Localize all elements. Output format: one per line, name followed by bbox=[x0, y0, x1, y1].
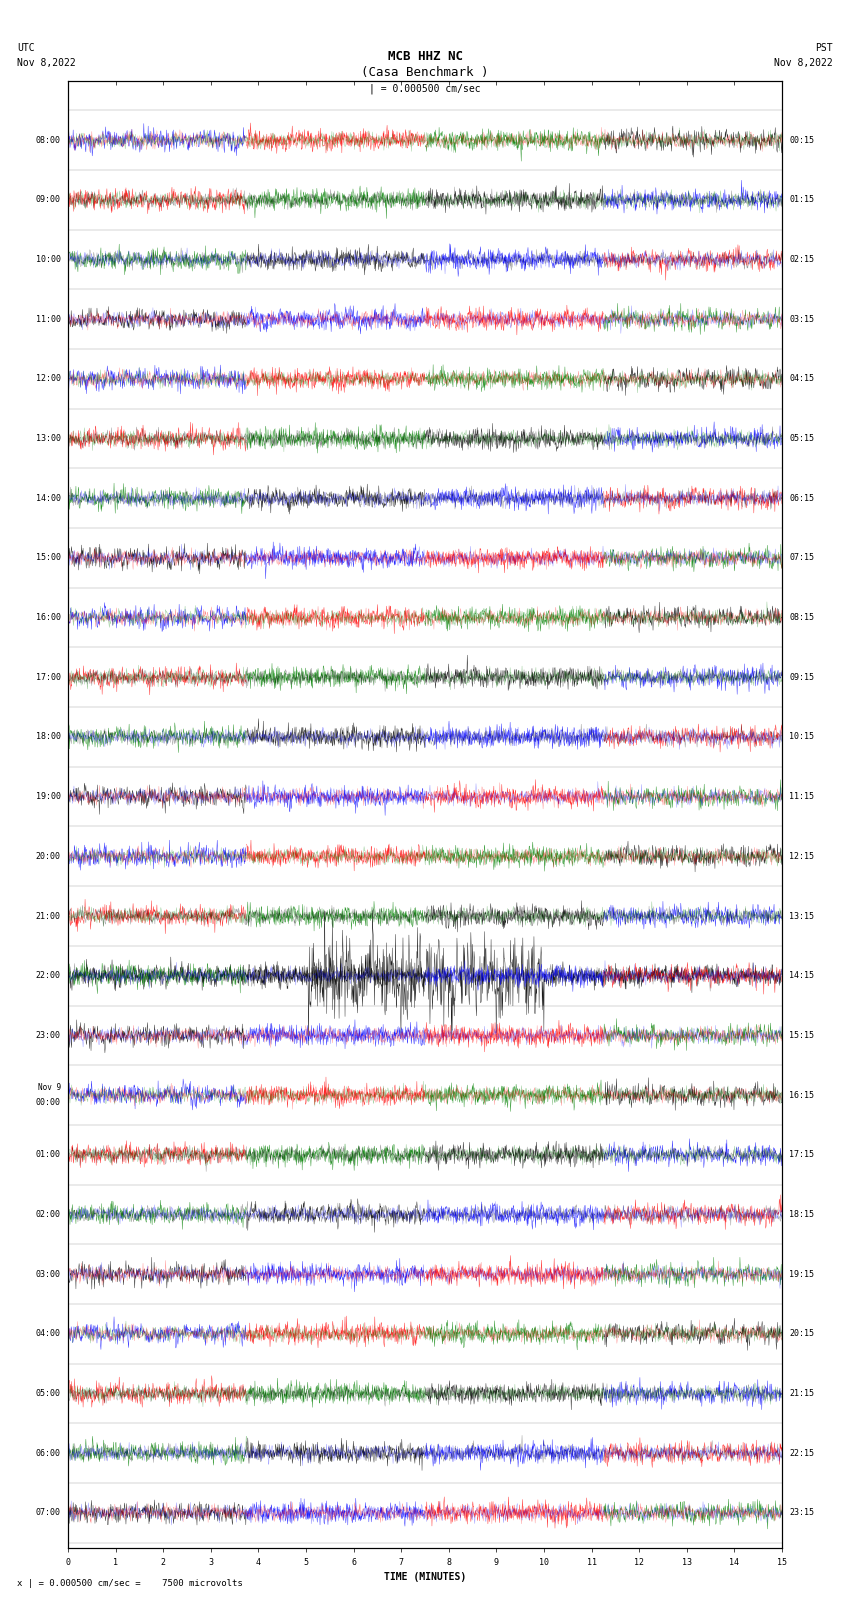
Text: 10:00: 10:00 bbox=[36, 255, 61, 265]
Text: 01:00: 01:00 bbox=[36, 1150, 61, 1160]
Text: 16:00: 16:00 bbox=[36, 613, 61, 623]
Text: 12:00: 12:00 bbox=[36, 374, 61, 384]
Text: 23:00: 23:00 bbox=[36, 1031, 61, 1040]
Text: 14:15: 14:15 bbox=[789, 971, 814, 981]
Text: 06:00: 06:00 bbox=[36, 1448, 61, 1458]
Text: 09:00: 09:00 bbox=[36, 195, 61, 205]
Text: 04:15: 04:15 bbox=[789, 374, 814, 384]
Text: 21:15: 21:15 bbox=[789, 1389, 814, 1398]
Text: 17:15: 17:15 bbox=[789, 1150, 814, 1160]
X-axis label: TIME (MINUTES): TIME (MINUTES) bbox=[384, 1573, 466, 1582]
Text: 19:15: 19:15 bbox=[789, 1269, 814, 1279]
Text: 09:15: 09:15 bbox=[789, 673, 814, 682]
Text: 08:00: 08:00 bbox=[36, 135, 61, 145]
Text: Nov 8,2022: Nov 8,2022 bbox=[774, 58, 833, 68]
Text: 22:15: 22:15 bbox=[789, 1448, 814, 1458]
Text: 20:15: 20:15 bbox=[789, 1329, 814, 1339]
Text: 05:15: 05:15 bbox=[789, 434, 814, 444]
Text: 15:00: 15:00 bbox=[36, 553, 61, 563]
Text: (Casa Benchmark ): (Casa Benchmark ) bbox=[361, 66, 489, 79]
Text: 13:00: 13:00 bbox=[36, 434, 61, 444]
Text: 18:00: 18:00 bbox=[36, 732, 61, 742]
Text: 17:00: 17:00 bbox=[36, 673, 61, 682]
Text: 04:00: 04:00 bbox=[36, 1329, 61, 1339]
Text: Nov 9: Nov 9 bbox=[37, 1082, 61, 1092]
Text: 16:15: 16:15 bbox=[789, 1090, 814, 1100]
Text: 18:15: 18:15 bbox=[789, 1210, 814, 1219]
Text: 11:15: 11:15 bbox=[789, 792, 814, 802]
Text: 12:15: 12:15 bbox=[789, 852, 814, 861]
Text: 07:15: 07:15 bbox=[789, 553, 814, 563]
Text: | = 0.000500 cm/sec: | = 0.000500 cm/sec bbox=[369, 84, 481, 94]
Text: 19:00: 19:00 bbox=[36, 792, 61, 802]
Text: 21:00: 21:00 bbox=[36, 911, 61, 921]
Text: 23:15: 23:15 bbox=[789, 1508, 814, 1518]
Text: 10:15: 10:15 bbox=[789, 732, 814, 742]
Text: 00:15: 00:15 bbox=[789, 135, 814, 145]
Text: 08:15: 08:15 bbox=[789, 613, 814, 623]
Text: 02:15: 02:15 bbox=[789, 255, 814, 265]
Text: UTC: UTC bbox=[17, 44, 35, 53]
Text: PST: PST bbox=[815, 44, 833, 53]
Text: 00:00: 00:00 bbox=[36, 1098, 61, 1107]
Text: x | = 0.000500 cm/sec =    7500 microvolts: x | = 0.000500 cm/sec = 7500 microvolts bbox=[17, 1579, 243, 1589]
Text: 11:00: 11:00 bbox=[36, 315, 61, 324]
Text: 13:15: 13:15 bbox=[789, 911, 814, 921]
Text: MCB HHZ NC: MCB HHZ NC bbox=[388, 50, 462, 63]
Text: 03:15: 03:15 bbox=[789, 315, 814, 324]
Text: 07:00: 07:00 bbox=[36, 1508, 61, 1518]
Text: 03:00: 03:00 bbox=[36, 1269, 61, 1279]
Text: 02:00: 02:00 bbox=[36, 1210, 61, 1219]
Text: 20:00: 20:00 bbox=[36, 852, 61, 861]
Text: 15:15: 15:15 bbox=[789, 1031, 814, 1040]
Text: 06:15: 06:15 bbox=[789, 494, 814, 503]
Text: 14:00: 14:00 bbox=[36, 494, 61, 503]
Text: 22:00: 22:00 bbox=[36, 971, 61, 981]
Text: Nov 8,2022: Nov 8,2022 bbox=[17, 58, 76, 68]
Text: 05:00: 05:00 bbox=[36, 1389, 61, 1398]
Text: 01:15: 01:15 bbox=[789, 195, 814, 205]
